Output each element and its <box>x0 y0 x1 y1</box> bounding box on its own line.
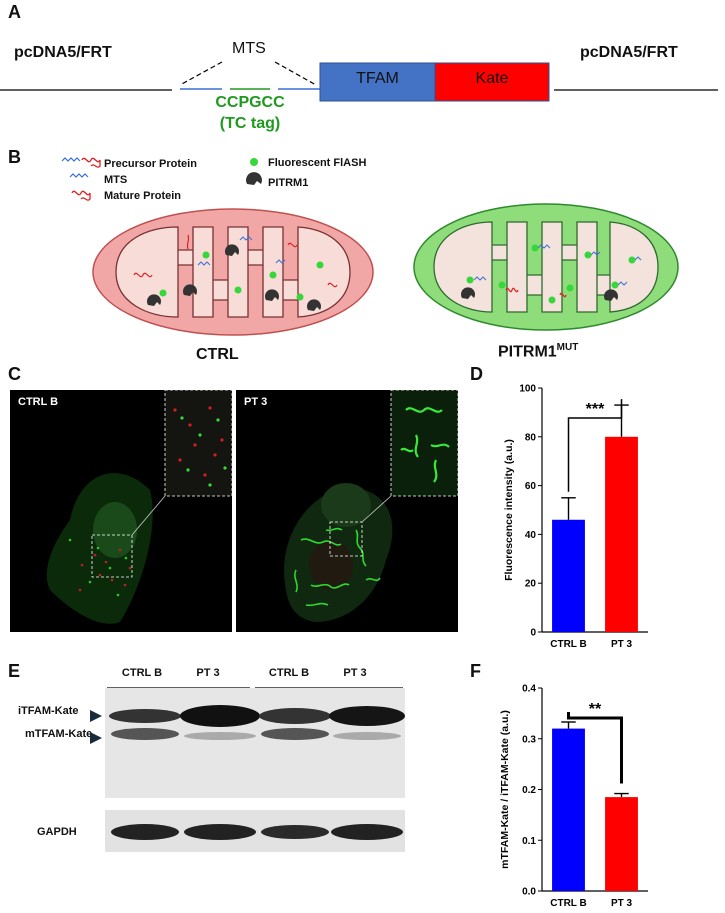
tfam-label: TFAM <box>356 70 399 87</box>
tc-tag-name: (TC tag) <box>219 115 281 132</box>
precursor-protein-icon <box>61 157 101 168</box>
pt-micrograph <box>236 390 458 632</box>
y-axis-label: Fluorescence intensity (a.u.) <box>503 439 515 581</box>
tfam-box <box>319 62 436 102</box>
y-tick-label: 0.4 <box>522 684 536 695</box>
mts-label: MTS <box>232 40 266 57</box>
itfam-arrow-icon <box>90 710 102 722</box>
itfam-band-label: iTFAM-Kate <box>18 705 79 717</box>
ctrl-image-label: CTRL B <box>18 396 59 408</box>
right-vector-label: pcDNA5/FRT <box>580 44 678 61</box>
y-tick-label: 20 <box>525 579 537 590</box>
mutant-label: PITRM1MUT <box>498 342 578 361</box>
chart-d: 0 20 40 60 80 100 Fluorescence intensity (a.u.… <box>503 384 648 650</box>
kate-label: Kate <box>475 70 509 87</box>
mts-dash-left <box>179 61 223 86</box>
kate-box <box>434 62 550 102</box>
y-tick-label: 0 <box>530 628 536 639</box>
x-tick-label-1: PT 3 <box>611 639 633 650</box>
lane-1-label: CTRL B <box>121 667 163 679</box>
mtfam-arrow-icon <box>90 732 102 744</box>
significance-label: *** <box>586 401 605 418</box>
y-tick-label: 0.1 <box>522 836 536 847</box>
blot-tfam <box>105 688 405 798</box>
mts-dash-right <box>274 61 317 86</box>
ctrl-mitochondrion <box>92 208 374 336</box>
legend-mts: MTS <box>104 174 128 186</box>
construct-diagram <box>0 61 718 102</box>
x-tick-label-0: CTRL B <box>550 898 586 908</box>
mutant-label-text: PITRM1 <box>498 343 557 361</box>
significance-bracket <box>567 712 623 784</box>
legend-pitrm1: PITRM1 <box>268 177 309 189</box>
ctrl-micrograph <box>10 390 232 632</box>
blot-gapdh <box>105 810 405 852</box>
bar-0 <box>552 519 585 632</box>
mts-icon <box>69 173 89 178</box>
legend-mature: Mature Protein <box>104 190 182 202</box>
lane-2-label: PT 3 <box>196 667 220 679</box>
legend-icons-right <box>246 158 262 185</box>
bar-1 <box>605 436 638 632</box>
significance-bracket <box>567 399 623 492</box>
pitrm1-icon <box>246 172 262 185</box>
panel-b-label: B <box>8 147 21 167</box>
pt-image-label: PT 3 <box>244 396 268 408</box>
lane-4-label: PT 3 <box>343 667 367 679</box>
gapdh-label: GAPDH <box>37 826 77 838</box>
legend-icons <box>61 157 101 201</box>
chart-f: 0.0 0.1 0.2 0.3 0.4 mTFAM-Kate / iTFAM-Kate (… <box>499 684 648 908</box>
significance-label: ** <box>589 701 602 718</box>
legend-flash: Fluorescent FlASH <box>268 157 367 169</box>
band-arrows <box>90 710 102 744</box>
ctrl-label: CTRL <box>196 346 239 363</box>
bar-0 <box>552 728 585 891</box>
y-tick-label: 0.3 <box>522 734 536 745</box>
panel-d-label: D <box>470 364 483 384</box>
x-tick-label-0: CTRL B <box>550 639 586 650</box>
y-tick-label: 0.2 <box>522 785 536 796</box>
y-axis-label: mTFAM-Kate / iTFAM-Kate (a.u.) <box>499 710 511 869</box>
panel-f-label: F <box>470 661 481 681</box>
mutant-superscript: MUT <box>556 342 579 353</box>
y-tick-label: 100 <box>519 384 536 395</box>
left-vector-label: pcDNA5/FRT <box>14 44 112 61</box>
tc-tag-sequence: CCPGCC <box>215 94 285 111</box>
y-tick-label: 80 <box>525 432 537 443</box>
mutant-mitochondrion <box>413 203 679 331</box>
lane-3-label: CTRL B <box>268 667 310 679</box>
y-tick-label: 60 <box>525 481 537 492</box>
bar-1 <box>605 797 638 891</box>
green-dot-icon <box>250 158 258 166</box>
y-tick-label: 40 <box>525 530 537 541</box>
panel-c-label: C <box>8 364 21 384</box>
legend-precursor: Precursor Protein <box>104 158 197 170</box>
panel-e-label: E <box>8 661 21 681</box>
mtfam-band-label: mTFAM-Kate <box>25 728 93 740</box>
panel-a-label: A <box>8 2 21 22</box>
x-tick-label-1: PT 3 <box>611 898 633 908</box>
y-tick-label: 0.0 <box>522 887 536 898</box>
mature-protein-icon <box>71 190 91 201</box>
